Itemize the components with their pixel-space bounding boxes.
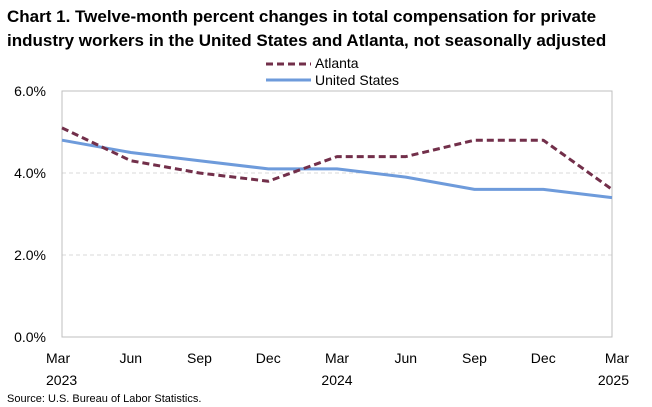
source-note: Source: U.S. Bureau of Labor Statistics. [7, 393, 201, 405]
gridlines [62, 172, 612, 256]
y-tick-label: 0.0% [14, 329, 46, 345]
x-tick-label: Mar [605, 350, 629, 366]
x-tick-year-label: 2023 [46, 372, 77, 388]
x-tick-label: Jun [119, 350, 142, 366]
plot-area-border [61, 90, 613, 338]
x-tick-label: Dec [531, 350, 556, 366]
x-axis: Mar 2023 Jun Sep Dec Mar 2024 Jun Sep Dec Mar 2025 [46, 350, 629, 388]
x-tick-label: Sep [462, 350, 487, 366]
y-tick-label: 2.0% [14, 247, 46, 263]
legend-label-united-states: United States [315, 72, 399, 88]
x-tick-year-label: 2025 [598, 372, 629, 388]
x-tick-label: Mar [325, 350, 349, 366]
series-line-atlanta [61, 126, 613, 191]
series-line-united-states [61, 138, 613, 200]
series-lines [61, 126, 613, 200]
x-tick-label: Mar [46, 350, 70, 366]
x-tick-label: Sep [187, 350, 212, 366]
x-tick-label: Dec [256, 350, 281, 366]
y-axis: 0.0% 2.0% 4.0% 6.0% [14, 83, 46, 345]
chart-title-line-2: industry workers in the United States an… [7, 31, 606, 50]
legend: Atlanta United States [266, 55, 399, 88]
x-tick-year-label: 2024 [321, 372, 352, 388]
x-tick-label: Jun [394, 350, 417, 366]
legend-label-atlanta: Atlanta [315, 55, 359, 71]
y-tick-label: 6.0% [14, 83, 46, 99]
chart-title-line-1: Chart 1. Twelve-month percent changes in… [7, 7, 596, 26]
y-tick-label: 4.0% [14, 165, 46, 181]
